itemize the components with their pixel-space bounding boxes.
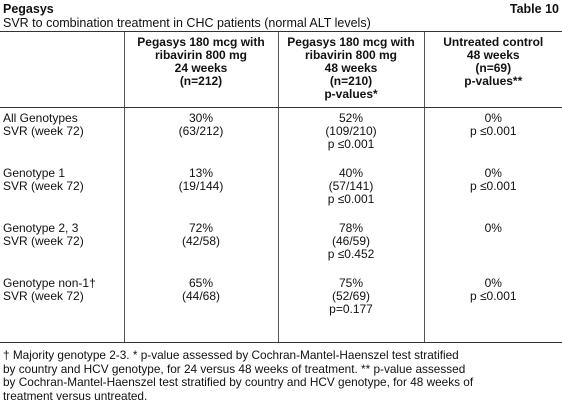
table-cell: 72%(42/58)	[124, 218, 278, 273]
table-cell: 30%(63/212)	[124, 108, 278, 164]
cell-line: by country and HCV genotype, for 24 vers…	[3, 363, 559, 377]
cell-line: (n=212)	[128, 75, 275, 88]
cell-line: p-values*	[282, 88, 421, 101]
subtitle: SVR to combination treatment in CHC pati…	[0, 16, 562, 32]
cell-line: p ≤0.001	[428, 290, 560, 303]
table-cell: 78%(46/59)p ≤0.452	[278, 218, 424, 273]
table-cell: 13%(19/144)	[124, 163, 278, 218]
table-cell: 0%p ≤0.001	[424, 108, 562, 164]
cell-line: p ≤0.001	[282, 193, 421, 206]
cell-line: 0%	[428, 222, 560, 235]
cell-line: p=0.177	[282, 303, 421, 316]
cell-line: p ≤0.452	[282, 248, 421, 261]
cell-line: † Majority genotype 2-3. * p-value asses…	[3, 349, 559, 363]
cell-line: (44/68)	[128, 290, 275, 303]
cell-line: SVR (week 72)	[3, 235, 121, 248]
table-cell: 0%p ≤0.001	[424, 163, 562, 218]
table-cell: 0%	[424, 218, 562, 273]
title: Pegasys	[3, 2, 54, 16]
table-cell: 40%(57/141)p ≤0.001	[278, 163, 424, 218]
cell-line: p-values**	[428, 75, 560, 88]
corner-cell	[0, 32, 124, 108]
cell-line: p ≤0.001	[282, 138, 421, 151]
table-cell: 52%(109/210)p ≤0.001	[278, 108, 424, 164]
header: Pegasys Table 10	[0, 0, 562, 16]
row-label: Genotype non-1†SVR (week 72)	[0, 273, 124, 343]
cell-line: SVR (week 72)	[3, 125, 121, 138]
cell-line: (63/212)	[128, 125, 275, 138]
table-cell: 65%(44/68)	[124, 273, 278, 343]
table-number: Table 10	[510, 2, 559, 16]
table-cell: 75%(52/69)p=0.177	[278, 273, 424, 343]
cell-line: p ≤0.001	[428, 180, 560, 193]
cell-line: by Cochran-Mantel-Haenszel test stratifi…	[3, 376, 559, 390]
cell-line: treatment versus untreated.	[3, 390, 559, 403]
table-row: Genotype non-1†SVR (week 72)65%(44/68)75…	[0, 273, 562, 343]
cell-line: (42/58)	[128, 235, 275, 248]
cell-line: p ≤0.001	[428, 125, 560, 138]
cell-line: SVR (week 72)	[3, 180, 121, 193]
cell-line: (19/144)	[128, 180, 275, 193]
cell-line: SVR (week 72)	[3, 290, 121, 303]
table-cell: 0%p ≤0.001	[424, 273, 562, 343]
footnote: † Majority genotype 2-3. * p-value asses…	[0, 343, 562, 403]
